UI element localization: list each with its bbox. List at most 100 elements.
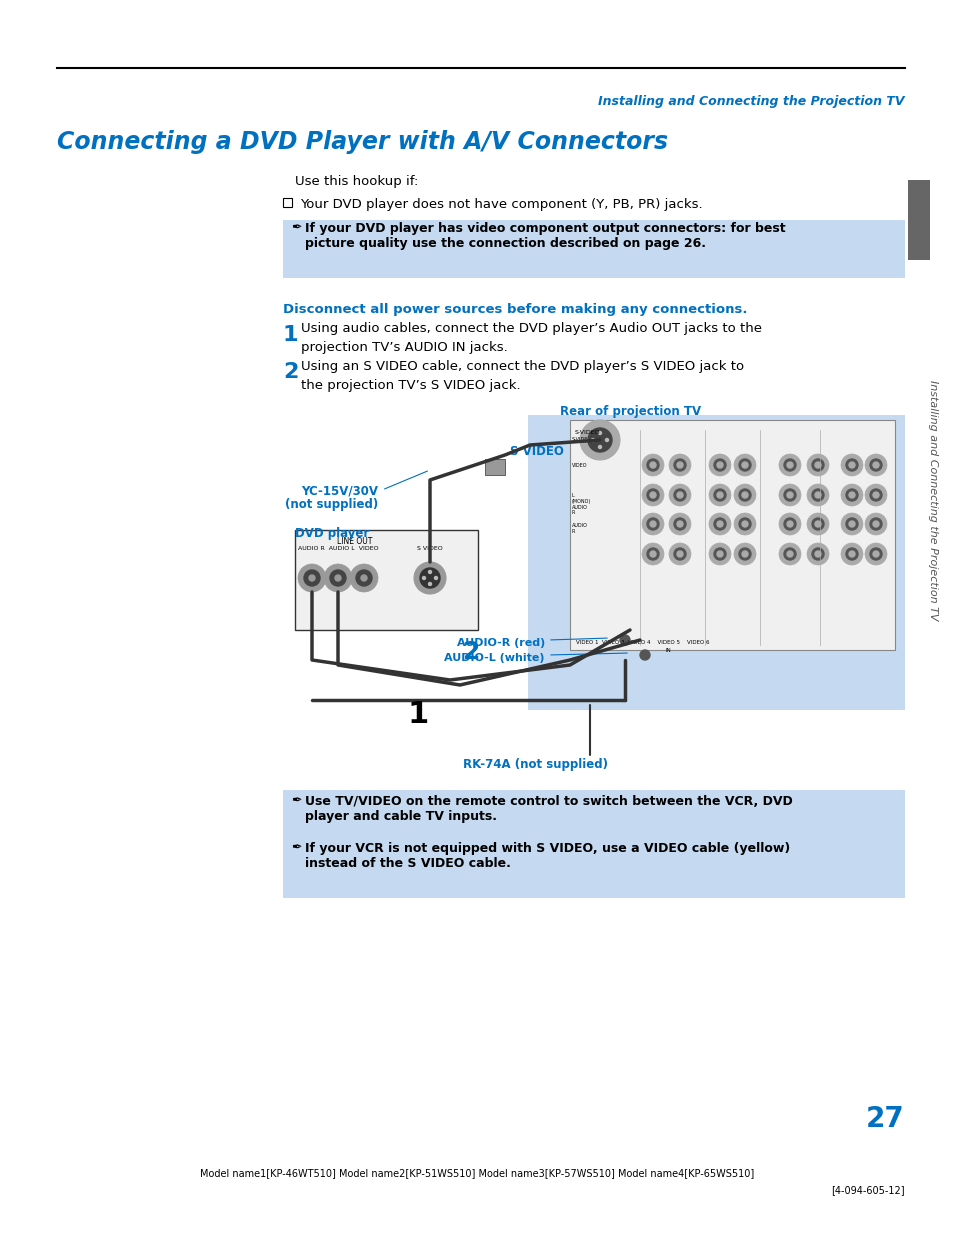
- Circle shape: [708, 484, 730, 506]
- Circle shape: [864, 454, 886, 475]
- Circle shape: [783, 489, 795, 501]
- Circle shape: [841, 543, 862, 564]
- Circle shape: [677, 521, 682, 527]
- Circle shape: [591, 438, 594, 441]
- Circle shape: [717, 492, 722, 498]
- Circle shape: [806, 543, 828, 564]
- Circle shape: [713, 548, 725, 559]
- Text: 27: 27: [865, 1105, 904, 1132]
- Circle shape: [355, 571, 372, 585]
- Text: (not supplied): (not supplied): [284, 498, 377, 511]
- Circle shape: [779, 513, 801, 535]
- Circle shape: [841, 484, 862, 506]
- Text: RK-74A (not supplied): RK-74A (not supplied): [463, 758, 608, 771]
- Text: player and cable TV inputs.: player and cable TV inputs.: [305, 810, 497, 823]
- Circle shape: [673, 548, 685, 559]
- Circle shape: [814, 521, 821, 527]
- Text: 2: 2: [283, 362, 298, 382]
- Text: AUDIO-L (white): AUDIO-L (white): [444, 653, 544, 663]
- Circle shape: [814, 551, 821, 557]
- Circle shape: [733, 543, 755, 564]
- Circle shape: [649, 551, 656, 557]
- Circle shape: [335, 576, 340, 580]
- Circle shape: [360, 576, 367, 580]
- Circle shape: [872, 492, 878, 498]
- Text: Connecting a DVD Player with A/V Connectors: Connecting a DVD Player with A/V Connect…: [57, 130, 667, 154]
- Circle shape: [779, 543, 801, 564]
- Circle shape: [605, 438, 608, 441]
- Circle shape: [708, 513, 730, 535]
- Circle shape: [422, 577, 425, 579]
- Circle shape: [324, 564, 352, 592]
- Circle shape: [428, 571, 431, 573]
- Circle shape: [814, 492, 821, 498]
- Circle shape: [641, 543, 663, 564]
- Circle shape: [668, 513, 690, 535]
- Text: picture quality use the connection described on page 26.: picture quality use the connection descr…: [305, 237, 705, 249]
- Circle shape: [713, 517, 725, 530]
- Text: LINE OUT: LINE OUT: [337, 537, 373, 546]
- Circle shape: [783, 459, 795, 471]
- Text: Installing and Connecting the Projection TV: Installing and Connecting the Projection…: [927, 379, 937, 620]
- Circle shape: [639, 650, 649, 659]
- Circle shape: [783, 548, 795, 559]
- Circle shape: [845, 459, 857, 471]
- Circle shape: [733, 484, 755, 506]
- Text: Using audio cables, connect the DVD player’s Audio OUT jacks to the
projection T: Using audio cables, connect the DVD play…: [301, 322, 761, 353]
- Circle shape: [786, 551, 792, 557]
- Text: 1: 1: [408, 700, 429, 729]
- Circle shape: [673, 517, 685, 530]
- Text: 2: 2: [462, 640, 480, 664]
- Circle shape: [668, 454, 690, 475]
- Bar: [484, 459, 504, 475]
- Circle shape: [869, 548, 882, 559]
- Circle shape: [587, 429, 612, 452]
- Circle shape: [708, 543, 730, 564]
- Text: VIDEO 1  VIDEO 3  VIDEO 4    VIDEO 5    VIDEO 6: VIDEO 1 VIDEO 3 VIDEO 4 VIDEO 5 VIDEO 6: [576, 640, 709, 645]
- Text: Installing and Connecting the Projection TV: Installing and Connecting the Projection…: [598, 95, 904, 107]
- Circle shape: [708, 454, 730, 475]
- Text: Use TV/VIDEO on the remote control to switch between the VCR, DVD: Use TV/VIDEO on the remote control to sw…: [305, 795, 792, 808]
- Text: instead of the S VIDEO cable.: instead of the S VIDEO cable.: [305, 857, 511, 869]
- Text: 1: 1: [283, 325, 298, 345]
- Circle shape: [668, 484, 690, 506]
- Circle shape: [713, 489, 725, 501]
- Circle shape: [811, 489, 823, 501]
- Circle shape: [779, 484, 801, 506]
- Circle shape: [619, 635, 629, 645]
- Circle shape: [419, 568, 439, 588]
- Circle shape: [741, 521, 747, 527]
- Circle shape: [646, 517, 659, 530]
- Circle shape: [649, 462, 656, 468]
- Text: Rear of projection TV: Rear of projection TV: [559, 405, 700, 417]
- Text: Using an S VIDEO cable, connect the DVD player’s S VIDEO jack to
the projection : Using an S VIDEO cable, connect the DVD …: [301, 359, 743, 391]
- Circle shape: [641, 484, 663, 506]
- Circle shape: [811, 548, 823, 559]
- Circle shape: [864, 484, 886, 506]
- Text: If your VCR is not equipped with S VIDEO, use a VIDEO cable (yellow): If your VCR is not equipped with S VIDEO…: [305, 842, 789, 855]
- Circle shape: [869, 459, 882, 471]
- Circle shape: [350, 564, 377, 592]
- Bar: [283, 790, 904, 898]
- Circle shape: [717, 462, 722, 468]
- Circle shape: [646, 548, 659, 559]
- Circle shape: [733, 454, 755, 475]
- Circle shape: [786, 462, 792, 468]
- Circle shape: [864, 543, 886, 564]
- Circle shape: [717, 551, 722, 557]
- Circle shape: [811, 459, 823, 471]
- Text: Model name1[KP-46WT510] Model name2[KP-51WS510] Model name3[KP-57WS510] Model na: Model name1[KP-46WT510] Model name2[KP-5…: [200, 1168, 753, 1178]
- Circle shape: [646, 459, 659, 471]
- Circle shape: [668, 543, 690, 564]
- Text: ✒: ✒: [291, 222, 301, 235]
- Bar: [294, 530, 477, 630]
- Circle shape: [841, 454, 862, 475]
- Circle shape: [786, 521, 792, 527]
- Circle shape: [649, 492, 656, 498]
- Text: Disconnect all power sources before making any connections.: Disconnect all power sources before maki…: [283, 303, 747, 316]
- Circle shape: [641, 513, 663, 535]
- Circle shape: [845, 517, 857, 530]
- Text: AUDIO
R: AUDIO R: [572, 522, 587, 534]
- Circle shape: [434, 577, 437, 579]
- Text: AUDIO R  AUDIO L  VIDEO: AUDIO R AUDIO L VIDEO: [297, 546, 378, 551]
